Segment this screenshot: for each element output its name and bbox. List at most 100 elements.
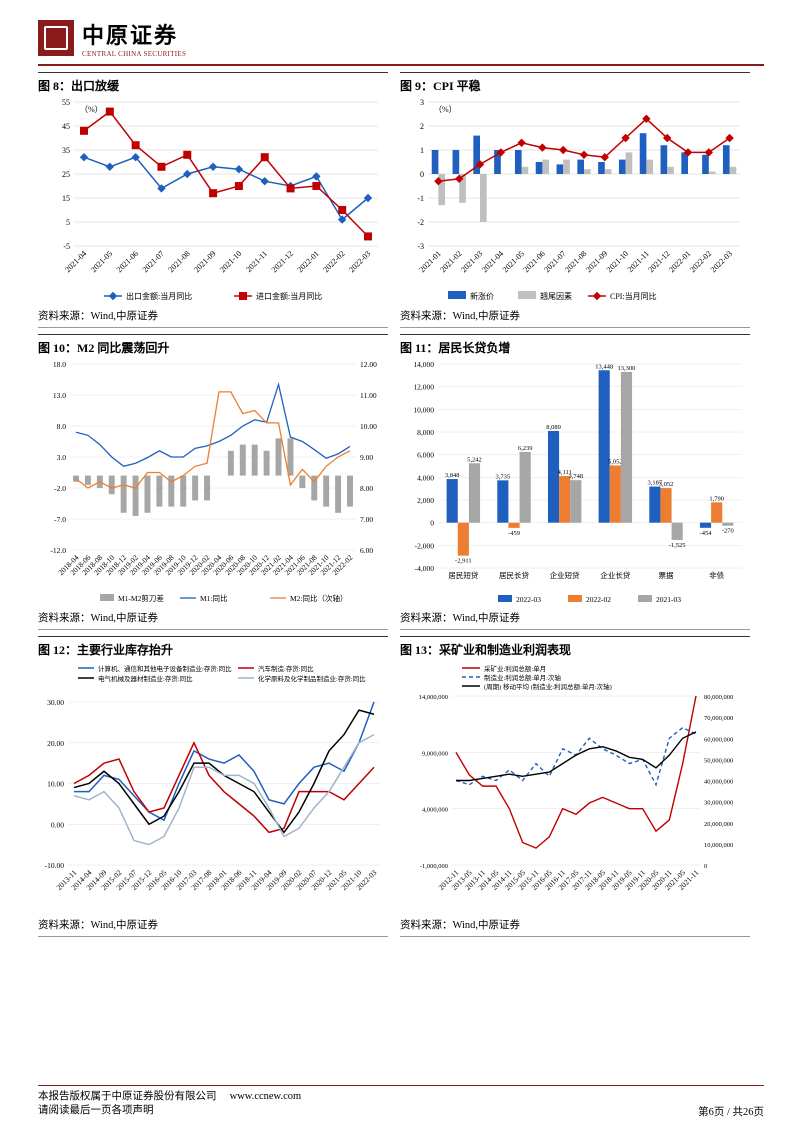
svg-text:0.00: 0.00 <box>51 820 64 829</box>
svg-text:9,000,000: 9,000,000 <box>422 750 448 757</box>
svg-text:-270: -270 <box>722 528 734 535</box>
content-area: 图 8：出口放缓 -551525354555（%）2021-042021-052… <box>0 66 802 941</box>
svg-text:70,000,000: 70,000,000 <box>704 715 733 722</box>
panel-11-title: 图 11：居民长贷负增 <box>400 335 750 358</box>
svg-text:2021-02: 2021-02 <box>438 249 463 274</box>
svg-text:10.00: 10.00 <box>360 422 377 431</box>
svg-text:-1,525: -1,525 <box>669 542 686 549</box>
svg-text:M1-M2剪刀差: M1-M2剪刀差 <box>118 593 164 603</box>
footer-disclaimer: 请阅读最后一页各项声明 <box>38 1105 154 1116</box>
svg-text:25: 25 <box>62 170 70 179</box>
panel-11: 图 11：居民长贷负增 -4,000-2,00002,0004,0006,000… <box>400 334 750 634</box>
svg-text:非债: 非债 <box>709 570 725 580</box>
svg-text:20,000,000: 20,000,000 <box>704 821 733 828</box>
panel-12: 图 12：主要行业库存抬升 计算机、通信和其他电子设备制造业:存货:同比 汽车制造… <box>38 636 388 941</box>
svg-text:翘尾因素: 翘尾因素 <box>540 291 572 301</box>
svg-text:3.0: 3.0 <box>57 453 67 462</box>
page-header: 中原证券 CENTRAL CHINA SECURITIES <box>0 0 802 58</box>
svg-text:企业长贷: 企业长贷 <box>600 570 630 580</box>
svg-text:2: 2 <box>420 122 424 131</box>
svg-text:采矿业:利润总额:单月: 采矿业:利润总额:单月 <box>484 664 546 673</box>
chart-10: -12.0-7.0-2.03.08.013.018.06.007.008.009… <box>38 358 388 608</box>
svg-text:M2:同比（次轴）: M2:同比（次轴） <box>290 593 348 603</box>
svg-text:2022-02: 2022-02 <box>321 249 346 274</box>
svg-text:0: 0 <box>704 863 707 870</box>
svg-text:2021-11: 2021-11 <box>244 249 269 274</box>
svg-text:2022-01: 2022-01 <box>667 249 692 274</box>
svg-text:2022-03: 2022-03 <box>347 249 372 274</box>
svg-text:8.0: 8.0 <box>57 422 67 431</box>
svg-text:2021-10: 2021-10 <box>605 249 630 274</box>
chart-8: -551525354555（%）2021-042021-052021-06202… <box>38 96 388 306</box>
svg-text:居民长贷: 居民长贷 <box>499 570 529 580</box>
chart-9: -3-2-10123（%）2021-012021-022021-032021-0… <box>400 96 750 306</box>
svg-text:票据: 票据 <box>659 571 674 580</box>
svg-text:-2: -2 <box>417 218 424 227</box>
svg-text:2021-03: 2021-03 <box>459 249 484 274</box>
svg-text:14,000,000: 14,000,000 <box>419 694 448 701</box>
svg-text:2021-12: 2021-12 <box>646 249 671 274</box>
svg-text:13,448: 13,448 <box>595 363 613 370</box>
svg-text:30,000,000: 30,000,000 <box>704 800 733 807</box>
panel-8-title: 图 8：出口放缓 <box>38 73 388 96</box>
svg-text:-12.0: -12.0 <box>50 546 66 555</box>
svg-text:-2.0: -2.0 <box>54 484 66 493</box>
svg-text:80,000,000: 80,000,000 <box>704 694 733 701</box>
svg-text:2021-01: 2021-01 <box>418 249 443 274</box>
source-10: 资料来源：Wind,中原证券 <box>38 608 388 630</box>
panel-13: 图 13：采矿业和制造业利润表现 采矿业:利润总额:单月制造业:利润总额:单月:… <box>400 636 750 941</box>
svg-text:2021-08: 2021-08 <box>166 249 191 274</box>
chart-11: -4,000-2,00002,0004,0006,0008,00010,0001… <box>400 358 750 608</box>
svg-text:-454: -454 <box>700 530 713 537</box>
svg-text:新涨价: 新涨价 <box>470 291 494 301</box>
svg-text:出口金额:当月同比: 出口金额:当月同比 <box>126 291 192 301</box>
svg-text:2021-05: 2021-05 <box>501 249 526 274</box>
svg-text:2022-03: 2022-03 <box>516 595 541 604</box>
panel-9-title: 图 9：CPI 平稳 <box>400 73 750 96</box>
svg-text:计算机、通信和其他电子设备制造业:存货:同比: 计算机、通信和其他电子设备制造业:存货:同比 <box>98 664 232 673</box>
svg-text:13.0: 13.0 <box>53 391 66 400</box>
svg-text:2022-01: 2022-01 <box>296 249 321 274</box>
svg-text:3,848: 3,848 <box>445 472 460 479</box>
svg-text:30.00: 30.00 <box>47 698 64 707</box>
svg-text:2021-07: 2021-07 <box>542 249 567 274</box>
svg-text:20.00: 20.00 <box>47 739 64 748</box>
svg-text:2021-04: 2021-04 <box>63 249 88 274</box>
logo-icon <box>38 20 74 56</box>
svg-text:2021-06: 2021-06 <box>522 249 547 274</box>
svg-text:-2,911: -2,911 <box>455 558 472 565</box>
svg-text:2,000: 2,000 <box>417 496 434 505</box>
svg-text:2021-10: 2021-10 <box>218 249 243 274</box>
svg-text:55: 55 <box>62 98 70 107</box>
panel-12-title: 图 12：主要行业库存抬升 <box>38 637 388 660</box>
svg-text:（%）: （%） <box>434 105 457 114</box>
svg-text:12,000: 12,000 <box>413 383 434 392</box>
svg-text:6,239: 6,239 <box>518 445 533 452</box>
svg-text:5,052: 5,052 <box>608 458 623 465</box>
panel-8: 图 8：出口放缓 -551525354555（%）2021-042021-052… <box>38 72 388 332</box>
svg-text:9.00: 9.00 <box>360 453 373 462</box>
svg-text:4,000,000: 4,000,000 <box>422 807 448 814</box>
svg-text:2021-12: 2021-12 <box>270 249 295 274</box>
svg-text:2022-03: 2022-03 <box>709 249 734 274</box>
logo-block: 中原证券 CENTRAL CHINA SECURITIES <box>38 18 186 58</box>
svg-text:50,000,000: 50,000,000 <box>704 757 733 764</box>
logo-text-en: CENTRAL CHINA SECURITIES <box>82 50 186 58</box>
svg-text:-1: -1 <box>417 194 424 203</box>
chart-13: 采矿业:利润总额:单月制造业:利润总额:单月:次轴(周期) 移动平均 (制造业:… <box>400 660 750 915</box>
svg-text:(周期) 移动平均 (制造业:利润总额:单月:次轴): (周期) 移动平均 (制造业:利润总额:单月:次轴) <box>484 682 612 691</box>
source-13: 资料来源：Wind,中原证券 <box>400 915 750 937</box>
svg-text:0: 0 <box>430 519 434 528</box>
svg-text:0: 0 <box>420 170 424 179</box>
source-12: 资料来源：Wind,中原证券 <box>38 915 388 937</box>
page-number: 第6页 / 共26页 <box>698 1104 764 1119</box>
svg-text:13,300: 13,300 <box>618 365 636 372</box>
svg-text:40,000,000: 40,000,000 <box>704 779 733 786</box>
svg-text:-459: -459 <box>508 530 520 537</box>
svg-text:汽车制造:存货:同比: 汽车制造:存货:同比 <box>258 664 314 673</box>
svg-text:2021-04: 2021-04 <box>480 249 505 274</box>
svg-text:3,748: 3,748 <box>569 473 584 480</box>
svg-text:14,000: 14,000 <box>413 360 434 369</box>
svg-text:8.00: 8.00 <box>360 484 373 493</box>
svg-text:10,000,000: 10,000,000 <box>704 842 733 849</box>
